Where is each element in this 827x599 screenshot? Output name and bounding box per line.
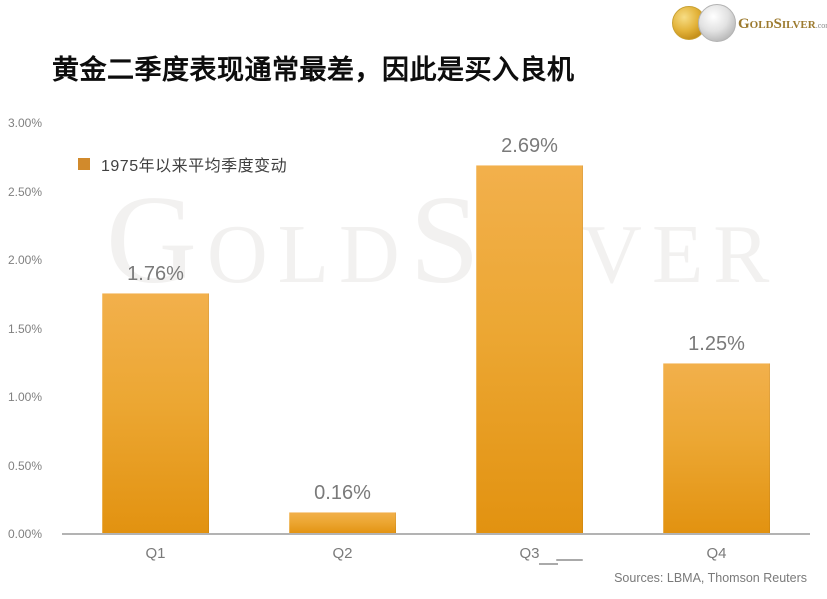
y-tick-label-250: 2.50%	[8, 185, 43, 199]
goldsilver-logo: GOLDSILVER.com™	[660, 0, 827, 48]
plot-area: 1.76% Q1 0.16% Q2 2.69% Q3 1.25% Q4	[62, 123, 810, 562]
silver-coin-icon	[698, 4, 736, 42]
bar-value-label-q2: 0.16%	[314, 482, 371, 504]
x-tick-label-q2: Q2	[332, 545, 353, 562]
q3-label-artifact	[556, 559, 583, 561]
legend-label: 1975年以来平均季度变动	[101, 158, 288, 175]
bar-q3	[476, 165, 583, 534]
watermark-word-old: OLD	[207, 208, 410, 301]
watermark-letter-s: S	[409, 171, 490, 310]
bar-value-label-q3: 2.69%	[501, 135, 558, 157]
legend-swatch	[78, 158, 90, 170]
y-tick-label-000: 0.00%	[8, 527, 43, 541]
bar-group-q3: 2.69% Q3	[436, 123, 623, 562]
x-tick-label-q3: Q3	[519, 545, 540, 562]
logo-letter-g: G	[738, 16, 750, 32]
logo-word-old: OLD	[749, 19, 774, 31]
logo-wordmark: GOLDSILVER.com™	[738, 16, 827, 32]
x-tick-label-q1: Q1	[145, 545, 166, 562]
y-tick-label-300: 3.00%	[8, 116, 43, 130]
y-tick-label-150: 1.50%	[8, 322, 43, 336]
logo-letter-s: S	[773, 16, 782, 32]
bar-group-q2: 0.16% Q2	[249, 123, 436, 562]
bar-group-q4: 1.25% Q4	[623, 123, 810, 562]
logo-domain: .com	[815, 21, 827, 30]
watermark-letter-g: G	[106, 171, 207, 310]
y-tick-label-200: 2.00%	[8, 253, 43, 267]
y-tick-label-100: 1.00%	[8, 390, 43, 404]
bar-value-label-q4: 1.25%	[688, 333, 745, 355]
x-tick-label-q4: Q4	[706, 545, 727, 562]
y-axis: 0.00% 0.50% 1.00% 1.50% 2.00% 2.50% 3.00%	[8, 0, 58, 599]
chart-title: 黄金二季度表现通常最差，因此是买入良机	[52, 55, 575, 85]
q3-label-artifact	[539, 563, 558, 565]
bar-value-label-q1: 1.76%	[127, 263, 184, 285]
sources-note: Sources: LBMA, Thomson Reuters	[614, 571, 807, 585]
bar-group-q1: 1.76% Q1	[62, 123, 249, 562]
bar-q2	[289, 512, 396, 534]
legend: 1975年以来平均季度变动	[78, 152, 287, 176]
bar-q4	[663, 363, 770, 534]
x-axis-line	[62, 533, 810, 535]
y-tick-label-050: 0.50%	[8, 459, 43, 473]
logo-word-ilver: ILVER	[781, 19, 816, 31]
bar-q1	[102, 293, 209, 534]
